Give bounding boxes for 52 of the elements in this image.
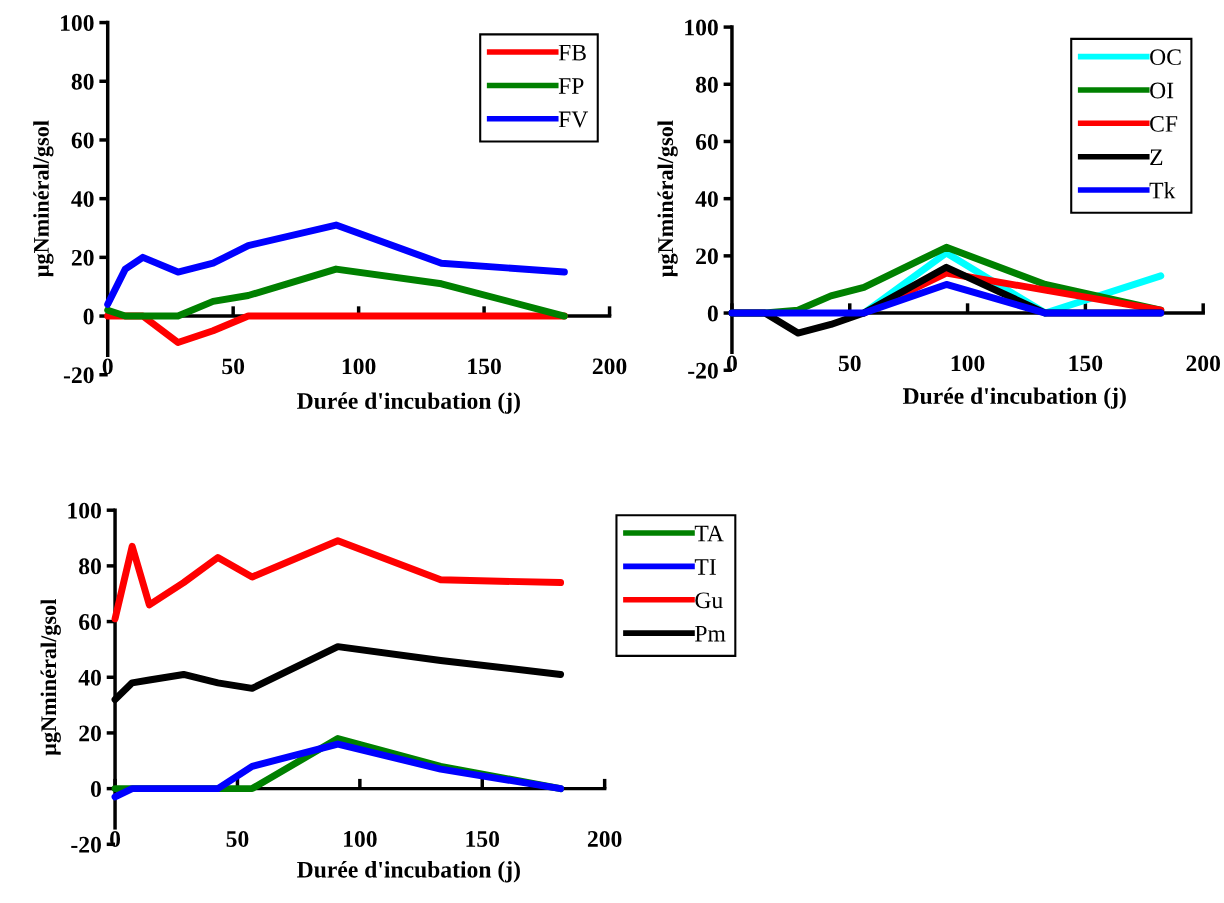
legend-label: FV [558, 111, 589, 128]
x-tick-label: 200 [1186, 355, 1220, 372]
y-tick-label: 20 [696, 248, 718, 265]
x-tick-label: 150 [468, 358, 501, 375]
x-tick-label: 200 [587, 830, 622, 847]
y-axis-title: µgNminéral/gsol [657, 120, 678, 277]
x-axis-title: Durée d'incubation (j) [297, 392, 520, 414]
y-tick-label: 40 [78, 669, 101, 686]
legend-label: Tk [1149, 181, 1176, 199]
legend-label: FB [558, 44, 586, 61]
x-tick-label: 100 [342, 358, 376, 375]
x-tick-label: 100 [344, 830, 377, 847]
y-tick-label: -20 [63, 367, 94, 384]
legend-label: OI [1150, 82, 1174, 99]
y-tick-label: 100 [68, 502, 101, 519]
x-tick-label: 100 [951, 355, 985, 372]
x-axis-title: Durée d'incubation (j) [902, 387, 1126, 409]
y-tick-label: 40 [71, 191, 94, 208]
legend-label: OC [1150, 49, 1181, 66]
y-tick-label: 60 [79, 614, 101, 630]
y-axis-title: µgNminéral/gsol [33, 120, 54, 277]
x-tick-label: 150 [1069, 355, 1103, 372]
y-tick-label: 20 [71, 249, 94, 266]
legend-label: Pm [695, 625, 726, 642]
y-tick-label: 0 [707, 305, 718, 322]
y-tick-label: 0 [90, 781, 101, 798]
x-tick-label: 50 [838, 355, 861, 372]
x-tick-label: 0 [102, 358, 113, 375]
x-axis-title: Durée d'incubation (j) [297, 861, 520, 883]
x-tick-label: 200 [592, 358, 627, 375]
y-tick-label: 60 [71, 132, 94, 149]
y-tick-label: -20 [688, 362, 718, 379]
y-tick-label: 80 [79, 558, 101, 575]
y-tick-label: 80 [695, 76, 718, 93]
x-tick-label: 50 [222, 358, 245, 375]
y-tick-label: 80 [71, 73, 94, 90]
x-tick-label: 50 [226, 830, 249, 847]
y-tick-label: -20 [71, 836, 101, 853]
y-tick-label: 100 [685, 19, 718, 36]
y-tick-label: 100 [60, 15, 94, 31]
y-axis-title: µgNminéral/gsol [40, 599, 61, 756]
legend-label: TA [694, 525, 724, 542]
x-tick-label: 150 [466, 830, 500, 847]
legend-label: CF [1150, 115, 1178, 132]
legend-label: Z [1150, 149, 1163, 165]
y-tick-label: 40 [695, 191, 718, 208]
y-tick-label: 20 [79, 725, 101, 742]
legend-label: FP [558, 78, 584, 94]
legend-label: Gu [695, 592, 723, 609]
legend-label: TI [694, 559, 716, 575]
y-tick-label: 60 [695, 133, 718, 150]
y-tick-label: 0 [83, 308, 94, 325]
